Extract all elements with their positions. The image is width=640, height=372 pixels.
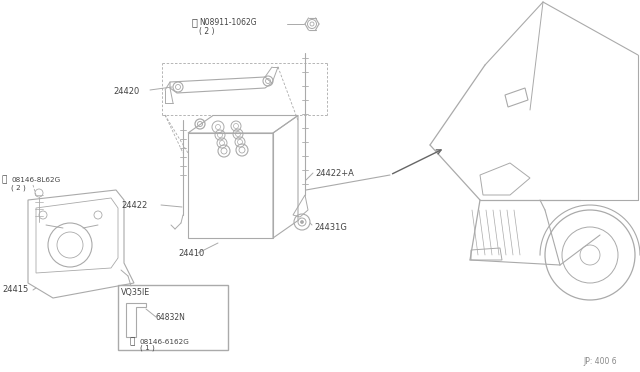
Text: 24422: 24422 xyxy=(121,201,147,209)
Text: Ⓝ: Ⓝ xyxy=(192,17,198,27)
Text: 24410: 24410 xyxy=(178,248,204,257)
Text: VQ35IE: VQ35IE xyxy=(121,289,150,298)
Circle shape xyxy=(301,221,303,224)
Text: 64832N: 64832N xyxy=(156,312,186,321)
Text: 24415: 24415 xyxy=(2,285,28,295)
Text: 08146-6162G: 08146-6162G xyxy=(140,339,190,345)
Text: Ⓑ: Ⓑ xyxy=(130,337,136,346)
Text: N08911-1062G: N08911-1062G xyxy=(199,17,257,26)
Text: ( 1 ): ( 1 ) xyxy=(140,345,155,351)
Text: 24420: 24420 xyxy=(113,87,140,96)
Text: 24431G: 24431G xyxy=(314,222,347,231)
Text: ( 2 ): ( 2 ) xyxy=(199,26,214,35)
Text: Ⓑ: Ⓑ xyxy=(2,176,8,185)
Bar xyxy=(118,285,228,350)
Text: 24422+A: 24422+A xyxy=(315,169,354,177)
Text: JP: 400 6: JP: 400 6 xyxy=(583,357,616,366)
Text: ( 2 ): ( 2 ) xyxy=(11,185,26,191)
Text: 08146-8L62G: 08146-8L62G xyxy=(11,177,60,183)
